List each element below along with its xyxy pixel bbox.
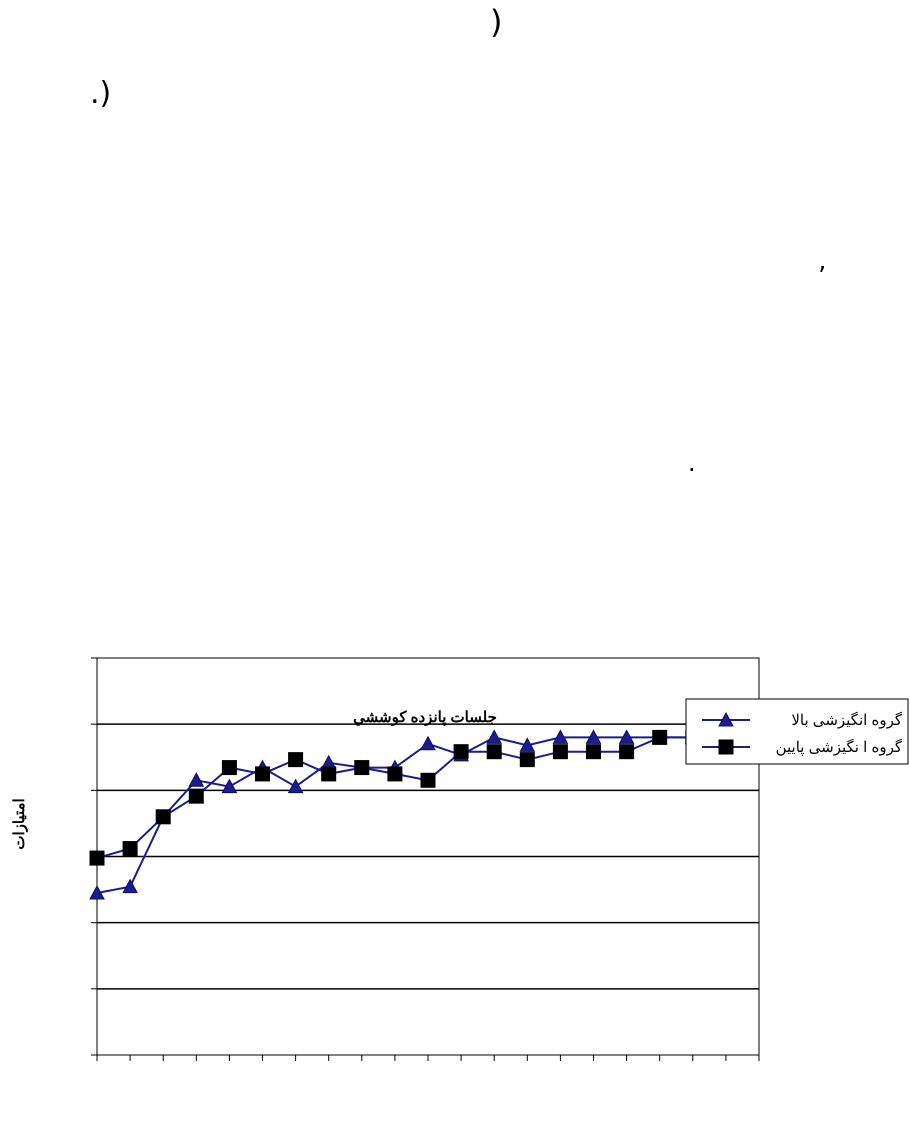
x-axis-title: جلسات پانزده کوششي [353,709,497,727]
triangle-marker [420,735,436,751]
legend-label-low: گروه ا نگيزشی پايين [776,738,903,756]
legend-marker-triangle [718,711,734,727]
triangle-marker [188,772,205,787]
square-marker [519,752,535,768]
square-marker [288,752,304,768]
square-marker [586,744,601,760]
legend-marker-square [718,739,734,755]
series-group [89,721,767,900]
stray-parenthesis-top: ) [490,3,503,41]
triangle-marker [519,737,536,752]
triangle-marker [486,729,503,744]
legend-label-high: گروه انگيزشی بالا [791,711,903,729]
square-marker [155,809,171,825]
triangle-marker [585,729,602,744]
gridlines [97,723,759,990]
square-marker [354,760,370,776]
square-marker [221,760,237,776]
triangle-marker [89,884,105,900]
square-marker [188,788,204,804]
square-marker [321,766,337,782]
square-marker [89,850,105,866]
triangle-marker [287,778,304,794]
axes [91,657,760,1061]
triangle-marker [221,778,238,794]
square-marker [486,744,502,760]
triangle-marker [618,729,635,744]
series-line-1 [96,728,760,894]
square-marker [122,841,138,857]
line-chart: امتيازات جلسات پانزده کوششي گروه انگيزشی… [11,657,909,1061]
square-marker [255,766,270,782]
square-marker [420,772,436,788]
square-marker [387,766,403,782]
stray-parenthesis-period: .) [90,76,112,111]
legend: گروه انگيزشی بالا گروه ا نگيزشی پايين [685,698,909,765]
square-marker [619,744,635,760]
y-axis-title: امتيازات [11,798,28,849]
square-marker [552,744,568,760]
stray-apostrophe: ’ [818,262,827,292]
triangle-marker [552,729,569,744]
square-marker [453,744,469,760]
stray-period: . [688,449,696,477]
square-marker [652,729,668,745]
triangle-marker [122,878,138,894]
